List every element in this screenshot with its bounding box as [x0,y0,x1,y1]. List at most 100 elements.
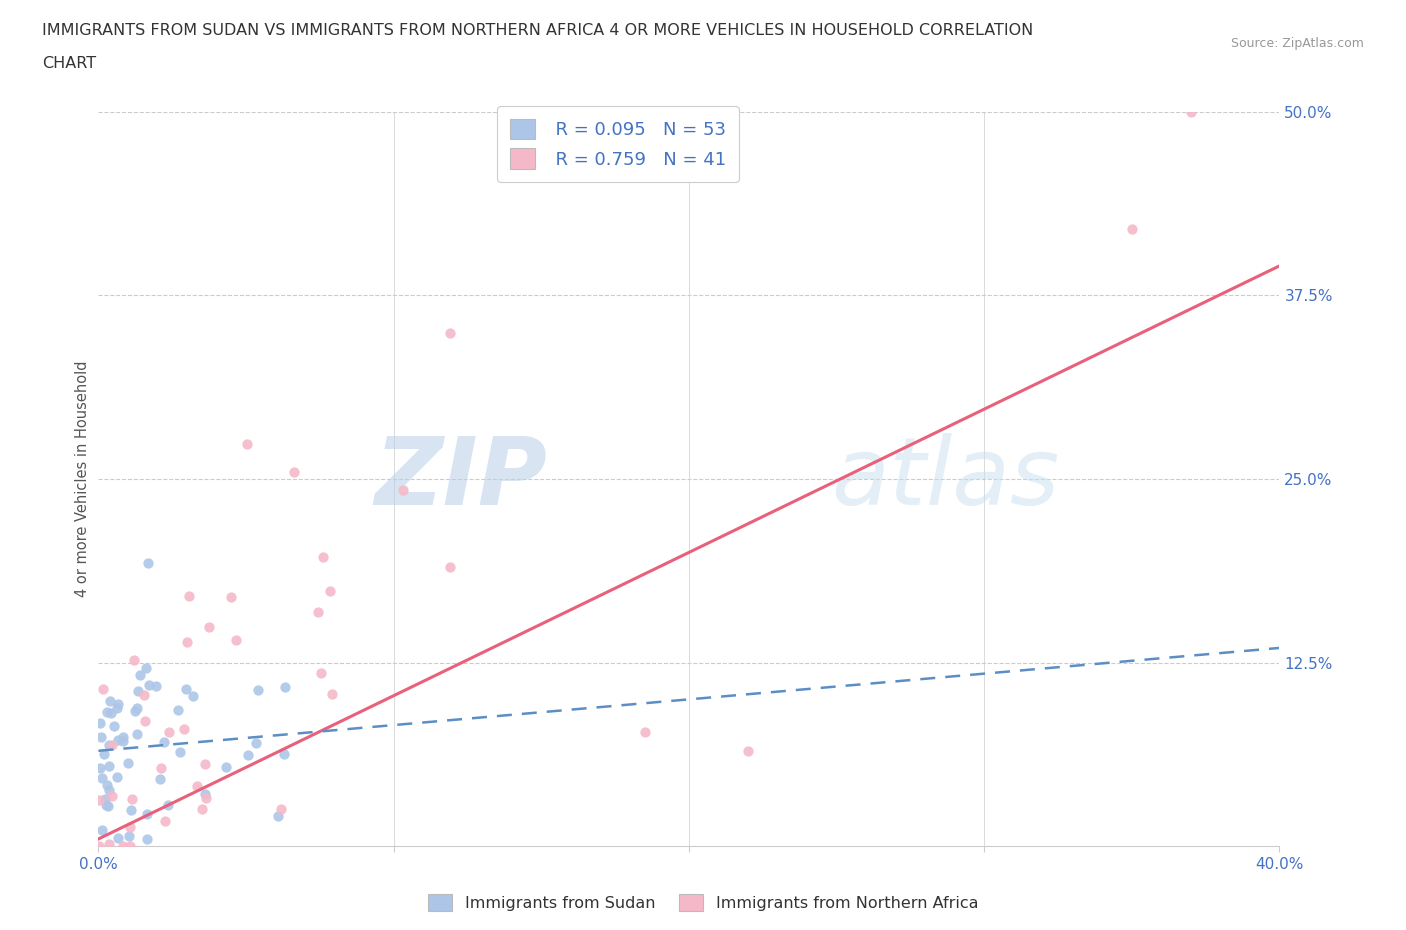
Point [136,556,159,571]
Point [111,729,134,744]
Point [145,678,167,693]
Point [100,789,122,804]
Point [194,756,217,771]
Point [273,680,295,695]
Point [194,790,217,805]
Text: atlas: atlas [831,433,1059,525]
Point [135,660,157,675]
Point [127,684,149,698]
Text: CHART: CHART [42,56,96,71]
Text: ZIP: ZIP [374,433,547,525]
Point [225,632,247,647]
Point [235,437,257,452]
Point [98,782,121,797]
Point [105,769,128,784]
Point [149,772,172,787]
Point [118,829,141,844]
Point [100,705,122,720]
Point [96,705,118,720]
Legend: Immigrants from Sudan, Immigrants from Northern Africa: Immigrants from Sudan, Immigrants from N… [422,888,984,917]
Point [283,464,305,479]
Point [136,806,159,821]
Point [319,583,342,598]
Point [236,748,259,763]
Text: Source: ZipAtlas.com: Source: ZipAtlas.com [1230,37,1364,50]
Point [97,799,120,814]
Point [273,747,295,762]
Point [124,703,146,718]
Point [101,737,124,752]
Point [121,792,143,807]
Point [98,693,121,708]
Point [129,668,152,683]
Point [118,839,141,854]
Point [134,687,156,702]
Point [98,836,121,851]
Point [96,777,118,792]
Point [307,604,329,619]
Point [107,697,129,711]
Point [176,634,198,649]
Point [177,589,200,604]
Point [120,819,142,834]
Point [90,823,112,838]
Point [270,802,292,817]
Point [221,589,243,604]
Point [391,483,413,498]
Point [89,792,111,807]
Point [138,678,160,693]
Point [127,727,149,742]
Point [120,803,142,817]
Point [91,770,114,785]
Point [157,724,180,739]
Point [166,703,188,718]
Point [311,666,333,681]
Point [136,831,159,846]
Legend:   R = 0.095   N = 53,   R = 0.759   N = 41: R = 0.095 N = 53, R = 0.759 N = 41 [498,106,740,182]
Point [174,682,197,697]
Point [105,700,128,715]
Point [1121,221,1143,236]
Point [153,735,176,750]
Point [634,724,657,739]
Point [191,801,214,816]
Point [111,839,134,854]
Point [157,797,180,812]
Point [89,716,111,731]
Point [122,653,145,668]
Point [89,760,111,775]
Point [215,759,238,774]
Point [173,722,195,737]
Text: IMMIGRANTS FROM SUDAN VS IMMIGRANTS FROM NORTHERN AFRICA 4 OR MORE VEHICLES IN H: IMMIGRANTS FROM SUDAN VS IMMIGRANTS FROM… [42,23,1033,38]
Point [90,729,112,744]
Point [89,839,111,854]
Point [96,798,118,813]
Point [134,714,156,729]
Point [312,550,335,565]
Point [91,682,114,697]
Point [247,683,270,698]
Point [183,689,205,704]
Point [107,732,129,747]
Point [98,759,121,774]
Point [155,814,177,829]
Point [103,719,125,734]
Point [186,778,208,793]
Point [107,830,129,845]
Point [737,743,759,758]
Point [169,744,191,759]
Point [117,755,139,770]
Point [1180,104,1202,119]
Y-axis label: 4 or more Vehicles in Household: 4 or more Vehicles in Household [75,361,90,597]
Point [245,736,267,751]
Point [125,700,148,715]
Point [266,809,288,824]
Point [198,619,221,634]
Point [194,787,217,802]
Point [439,560,461,575]
Point [98,737,121,752]
Point [321,686,343,701]
Point [112,734,135,749]
Point [93,747,115,762]
Point [94,791,117,806]
